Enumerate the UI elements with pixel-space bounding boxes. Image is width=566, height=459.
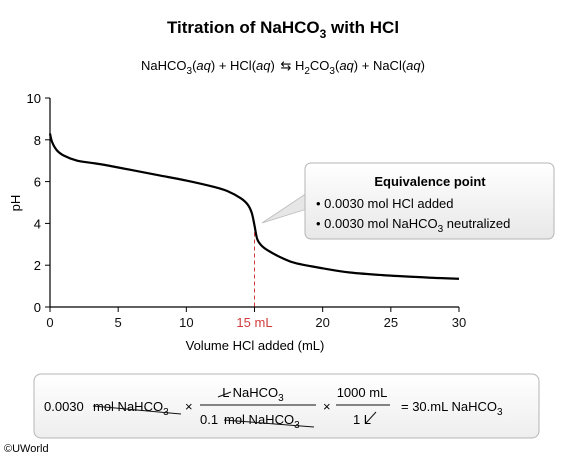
fraction-2-denominator: 1 L (353, 412, 371, 427)
callout-box (304, 162, 555, 240)
y-tick-label: 2 (34, 258, 41, 273)
cancel-strike (217, 391, 232, 398)
cancel-strike (365, 411, 377, 424)
y-tick-label: 4 (34, 216, 41, 231)
x-tick-label: 20 (315, 315, 329, 330)
chart-subtitle: NaHCO3(aq) + HCl(aq) ⇆ H2CO3(aq) + NaCl(… (141, 58, 425, 77)
cancel-strike (92, 405, 182, 415)
plot-area (48, 133, 460, 307)
fraction-1-denominator-value: 0.1 (200, 412, 218, 427)
x-tick-label-equivalence: 15 mL (236, 315, 272, 330)
chart-title: Titration of NaHCO3 with HCl (167, 18, 399, 41)
y-tick-label: 8 (34, 133, 41, 148)
copyright-credit: ©UWorld (4, 443, 49, 455)
calc-fraction-2: 1000 mL 1 L (336, 385, 390, 427)
axes: 0 2 4 6 8 10 0 5 10 15 mL 20 25 30 (27, 91, 467, 330)
fraction-2-numerator: 1000 mL (337, 385, 388, 400)
calc-start-value: 0.0030 (44, 399, 84, 414)
calculation-frame (33, 373, 540, 439)
x-axis-label: Volume HCl added (mL) (186, 338, 325, 353)
calc-times-1: × (185, 399, 193, 414)
fraction-1-numerator: L NaHCO3 (222, 385, 284, 404)
calc-unit-1: mol NaHCO3 (92, 399, 182, 418)
equivalence-callout: Equivalence point • 0.0030 mol HCl added… (261, 162, 555, 240)
calc-result: = 30.mL NaHCO3 (401, 399, 503, 418)
y-tick-label: 10 (27, 91, 41, 106)
cancel-strike (223, 419, 315, 428)
x-tick-label: 30 (452, 315, 466, 330)
x-tick-label: 0 (46, 315, 53, 330)
y-tick-label: 0 (34, 300, 41, 315)
y-tick-label: 6 (34, 175, 41, 190)
calc-fraction-1: L NaHCO3 0.1 mol NaHCO3 (200, 385, 316, 431)
calculation-box: 0.0030 mol NaHCO3 × L NaHCO3 0.1 mol NaH… (33, 373, 540, 439)
callout-item-nahco3: • 0.0030 mol NaHCO3 neutralized (316, 216, 510, 235)
callout-item-hcl: • 0.0030 mol HCl added (316, 196, 454, 211)
x-tick-label: 10 (179, 315, 193, 330)
y-axis-label: pH (8, 195, 23, 212)
callout-title: Equivalence point (374, 174, 486, 189)
x-tick-label: 25 (384, 315, 398, 330)
calc-times-2: × (323, 399, 331, 414)
callout-pointer (261, 192, 308, 224)
titration-curve (48, 133, 460, 280)
x-tick-label: 5 (115, 315, 122, 330)
